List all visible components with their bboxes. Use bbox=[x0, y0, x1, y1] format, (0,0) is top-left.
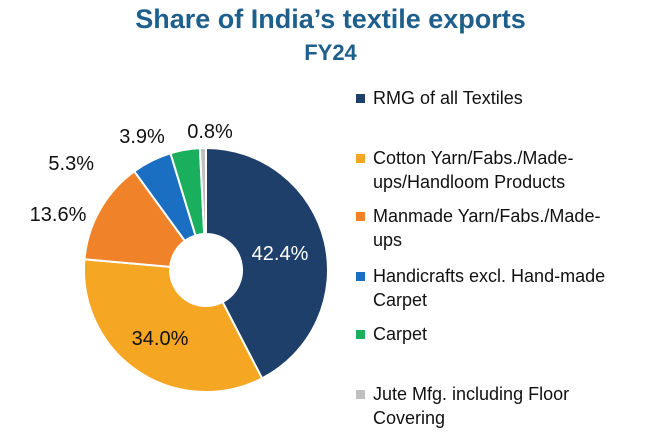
legend-label: Handicrafts excl. Hand-made Carpet bbox=[356, 264, 656, 312]
legend-label-line: Jute Mfg. including Floor bbox=[373, 384, 570, 404]
legend-swatch bbox=[356, 390, 365, 399]
legend-label-line: ups bbox=[373, 230, 403, 250]
slice-data-label: 0.8% bbox=[187, 121, 233, 143]
legend-item-manmade: Manmade Yarn/Fabs./Made-ups bbox=[356, 204, 656, 252]
slice-data-label: 13.6% bbox=[30, 204, 87, 226]
slice-data-label: 42.4% bbox=[252, 243, 309, 265]
chart-title: Share of India’s textile exports bbox=[135, 4, 526, 34]
legend-label-line: ups/Handloom Products bbox=[373, 172, 566, 192]
legend-label: Manmade Yarn/Fabs./Made-ups bbox=[356, 204, 656, 252]
slice-data-label: 3.9% bbox=[119, 126, 165, 148]
legend-item-jute: Jute Mfg. including Floor Covering bbox=[356, 382, 656, 430]
legend-label: Jute Mfg. including Floor Covering bbox=[356, 382, 656, 430]
legend-label-line: Manmade Yarn/Fabs./Made- bbox=[373, 206, 601, 226]
legend-label-line: Covering bbox=[373, 408, 446, 428]
legend-label-line: Carpet bbox=[373, 324, 428, 344]
legend-label-line: Handicrafts excl. Hand-made bbox=[373, 266, 606, 286]
legend-label: RMG of all Textiles bbox=[356, 86, 656, 110]
legend-swatch bbox=[356, 154, 365, 163]
legend-label-line: Carpet bbox=[373, 290, 428, 310]
pie-slice bbox=[198, 146, 207, 236]
legend-swatch bbox=[356, 212, 365, 221]
pie-slice bbox=[83, 258, 264, 393]
legend-label: Cotton Yarn/Fabs./Made-ups/Handloom Prod… bbox=[356, 146, 656, 194]
legend-item-handicrafts: Handicrafts excl. Hand-made Carpet bbox=[356, 264, 656, 312]
slice-data-label: 34.0% bbox=[132, 328, 189, 350]
legend-item-carpet: Carpet bbox=[356, 322, 656, 346]
chart-subtitle: FY24 bbox=[304, 40, 357, 65]
legend-swatch bbox=[356, 94, 365, 103]
legend-label-line: Cotton Yarn/Fabs./Made- bbox=[373, 148, 574, 168]
pie-slice bbox=[205, 146, 329, 380]
slice-data-label: 5.3% bbox=[48, 153, 94, 175]
legend-label-line: RMG of all Textiles bbox=[373, 88, 523, 108]
legend-label: Carpet bbox=[356, 322, 656, 346]
pie-slice bbox=[83, 169, 187, 268]
legend-swatch bbox=[356, 330, 365, 339]
legend-item-cotton: Cotton Yarn/Fabs./Made-ups/Handloom Prod… bbox=[356, 146, 656, 194]
legend-item-rmg: RMG of all Textiles bbox=[356, 86, 656, 110]
legend-swatch bbox=[356, 272, 365, 281]
